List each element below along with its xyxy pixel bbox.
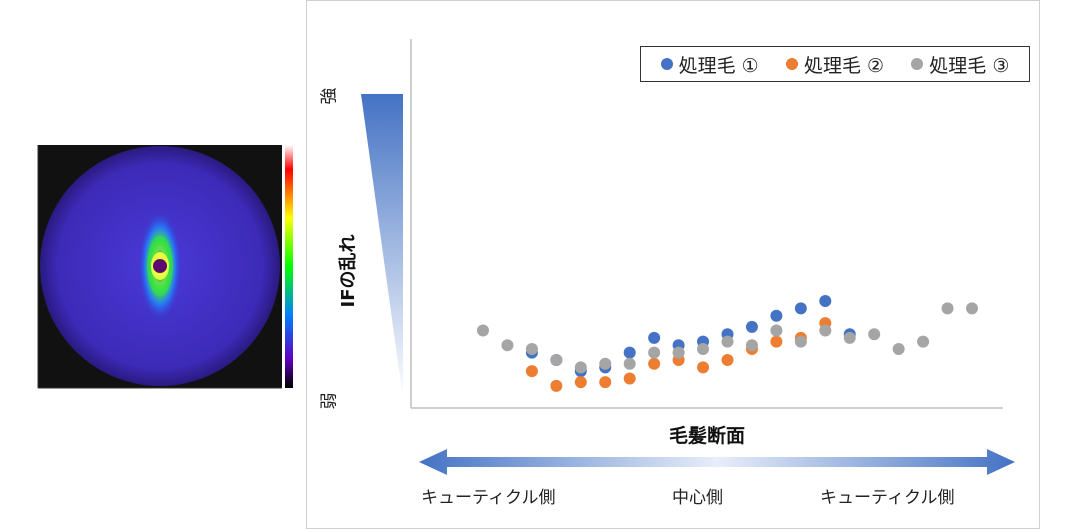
data-point-series-2 (599, 376, 612, 389)
legend-marker (660, 58, 673, 70)
data-point-series-3 (917, 335, 930, 348)
legend-label: 処理毛 ② (803, 54, 885, 77)
data-point-series-3 (574, 361, 587, 374)
y-axis-label: IFの乱れ (338, 234, 359, 308)
intensity-wedge (361, 94, 403, 399)
data-point-series-3 (794, 335, 807, 348)
data-point-series-2 (623, 372, 636, 385)
x-axis-label: 毛髪断面 (668, 425, 745, 447)
legend-label: 処理毛 ① (678, 54, 759, 77)
legend-marker (911, 58, 924, 70)
y-low-label: 弱 (319, 392, 340, 410)
data-point-series-3 (966, 302, 978, 315)
data-point-series-3 (721, 335, 734, 348)
data-point-series-3 (672, 346, 685, 359)
data-point-series-3 (843, 331, 856, 344)
data-point-series-3 (941, 302, 954, 315)
legend-item-2: 処理毛 ② (785, 51, 885, 78)
data-point-series-3 (819, 324, 832, 337)
data-point-series-2 (648, 357, 661, 370)
data-point-series-3 (525, 342, 538, 355)
data-point-series-1 (770, 309, 783, 322)
data-point-series-1 (648, 331, 661, 344)
x-direction-left: キューティクル側 (421, 488, 556, 508)
data-point-series-2 (550, 379, 563, 392)
diffraction-image (37, 145, 293, 389)
legend-item-3: 処理毛 ③ (911, 51, 1009, 78)
data-point-series-3 (477, 324, 489, 337)
data-point-series-2 (574, 376, 587, 389)
chart-panel: 処理毛 ① 処理毛 ② 処理毛 ③ 強 弱 IFの乱れ 毛髪断面 キューティクル… (306, 0, 1040, 529)
data-point-series-3 (648, 346, 661, 359)
legend-item-1: 処理毛 ① (660, 51, 759, 78)
legend: 処理毛 ① 処理毛 ② 処理毛 ③ (640, 46, 1030, 82)
data-point-series-1 (745, 320, 758, 333)
y-high-label: 強 (319, 87, 340, 105)
x-direction-right: キューティクル側 (820, 488, 955, 508)
data-point-series-1 (819, 294, 832, 307)
data-point-series-3 (697, 342, 710, 355)
data-point-series-2 (525, 365, 538, 378)
legend-label: 処理毛 ③ (929, 54, 1010, 77)
legend-marker (785, 58, 798, 70)
data-point-series-3 (770, 324, 783, 337)
data-point-series-1 (623, 346, 636, 359)
scatter-chart (361, 39, 1015, 475)
x-direction-center: 中心側 (672, 488, 723, 508)
data-point-series-3 (599, 357, 612, 370)
data-point-series-2 (770, 335, 783, 348)
data-point-series-3 (745, 339, 758, 352)
data-point-series-3 (868, 328, 881, 341)
data-point-series-3 (892, 342, 905, 355)
data-point-series-3 (623, 357, 636, 370)
data-point-series-1 (794, 302, 807, 315)
data-point-series-2 (721, 354, 734, 367)
double-arrow (419, 449, 1015, 475)
data-point-series-2 (697, 361, 710, 374)
data-point-series-3 (501, 339, 514, 352)
data-point-series-3 (550, 354, 563, 367)
